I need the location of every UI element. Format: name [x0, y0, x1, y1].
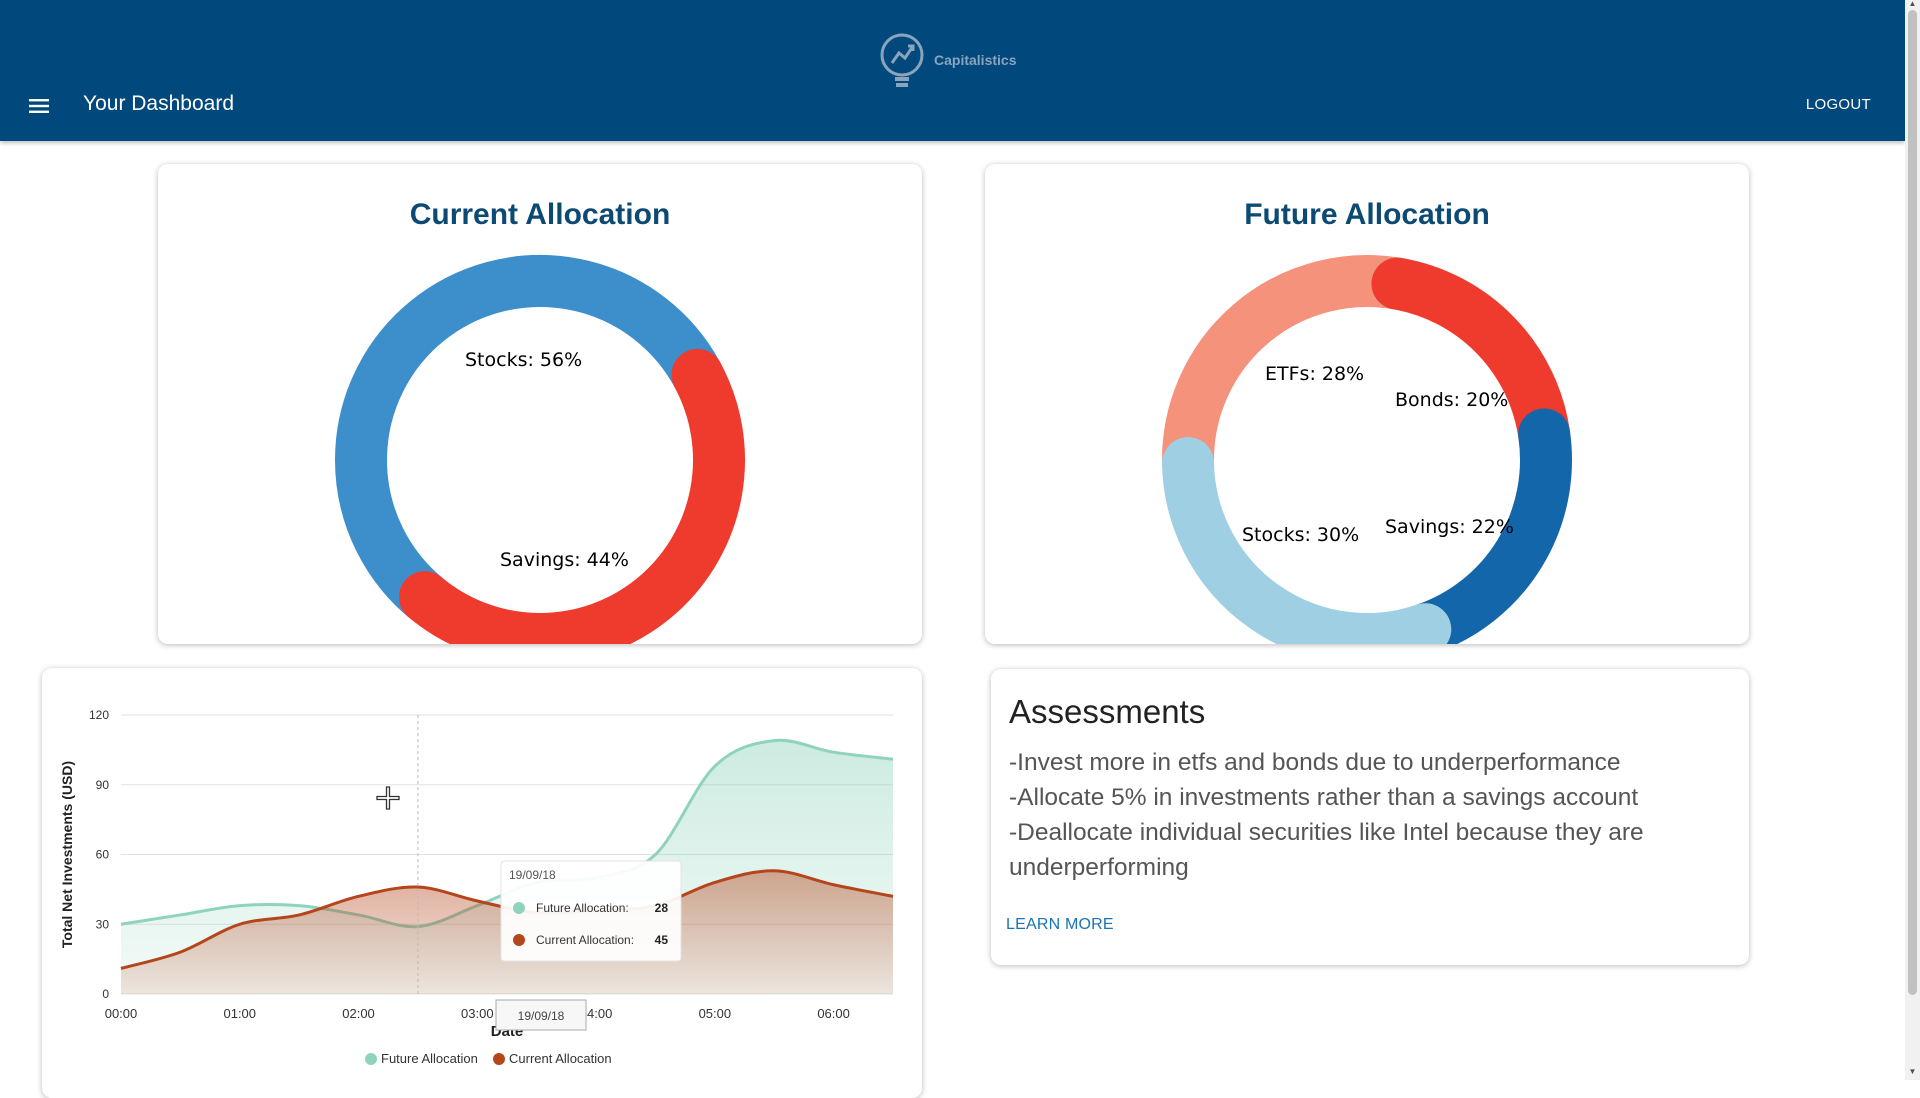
x-tick-label: 04:00 [580, 1006, 613, 1021]
assessments-title: Assessments [1009, 693, 1206, 730]
crosshair-x-label: 19/09/18 [495, 999, 587, 1031]
etfs-segment[interactable] [1162, 255, 1424, 490]
chart-legend: Future Allocation Current Allocation [365, 1051, 612, 1066]
stocks-future-segment[interactable] [1162, 437, 1452, 644]
x-tick-label: 06:00 [817, 1006, 850, 1021]
assessments-list: -Invest more in etfs and bonds due to un… [1009, 745, 1729, 885]
x-tick-label: 03:00 [461, 1006, 494, 1021]
legend-item-future-allocation[interactable]: Future Allocation [381, 1051, 478, 1066]
lightbulb-chart-icon [880, 33, 924, 87]
future-allocation-card: Future Allocation ETFs: 28% Bonds: 20% Sav… [985, 164, 1749, 644]
crosshair-label-box [495, 999, 587, 1031]
y-tick-label: 90 [96, 778, 110, 792]
assessments-card: Assessments -Invest more in etfs and bon… [991, 669, 1749, 965]
chart-tooltip: 19/09/18 Future Allocation: 28 Current Allo… [500, 860, 682, 962]
bonds-label: Bonds: 20% [1395, 389, 1508, 411]
x-tick-label: 05:00 [699, 1006, 732, 1021]
assessment-item: -Allocate 5% in investments rather than … [1009, 784, 1639, 811]
investments-chart-card: 0 30 60 90 120 00:00 01:00 02:00 03:00 04:00 05:00… [42, 668, 922, 1098]
y-axis-label: Total Net Investments (USD) [59, 761, 75, 948]
tooltip-legend-dot [513, 902, 525, 914]
assessment-item: -Invest more in etfs and bonds due to un… [1009, 749, 1621, 776]
future-allocation-title: Future Allocation [1244, 198, 1490, 231]
tooltip-legend-dot [513, 934, 525, 946]
legend-dot [365, 1053, 377, 1065]
logout-button[interactable]: LOGOUT [1805, 96, 1871, 113]
investments-area-chart[interactable]: 0 30 60 90 120 00:00 01:00 02:00 03:00 04:00 05:00… [42, 668, 922, 1098]
current-allocation-donut: Stocks: 56% Savings: 44% [335, 255, 745, 644]
scroll-down-icon[interactable]: ▼ [1908, 1067, 1917, 1076]
current-allocation-title: Current Allocation [409, 198, 671, 231]
savings-segment[interactable] [398, 348, 745, 644]
scrollbar-thumb[interactable] [1908, 10, 1917, 995]
future-allocation-donut: ETFs: 28% Bonds: 20% Savings: 22% Stocks: 3… [1162, 255, 1572, 644]
tooltip-series-value: 45 [655, 933, 669, 947]
savings-future-segment[interactable] [1399, 408, 1572, 644]
savings-label: Savings: 44% [500, 549, 629, 571]
y-tick-label: 0 [102, 987, 109, 1001]
y-tick-label: 60 [96, 848, 110, 862]
crosshair-label-text: 19/09/18 [518, 1009, 565, 1023]
bonds-segment[interactable] [1371, 257, 1571, 461]
hamburger-menu-icon [29, 99, 49, 113]
legend-dot [493, 1053, 505, 1065]
tooltip-series-name: Future Allocation: [536, 901, 629, 915]
move-cursor-icon [376, 786, 400, 810]
y-tick-label: 30 [96, 917, 110, 931]
tooltip-date: 19/09/18 [509, 868, 556, 882]
x-tick-label: 02:00 [342, 1006, 375, 1021]
savings-future-label: Savings: 22% [1385, 516, 1514, 538]
legend-item-current-allocation[interactable]: Current Allocation [509, 1051, 612, 1066]
etfs-label: ETFs: 28% [1265, 363, 1364, 385]
menu-button[interactable] [26, 93, 52, 119]
stocks-future-label: Stocks: 30% [1242, 524, 1359, 546]
x-tick-label: 00:00 [105, 1006, 138, 1021]
stocks-label: Stocks: 56% [465, 349, 582, 371]
app-bar: Your Dashboard Capitalistics LOGOUT [0, 0, 1905, 141]
learn-more-button[interactable]: LEARN MORE [1006, 916, 1114, 933]
scroll-up-icon[interactable]: ▲ [1908, 0, 1917, 8]
tooltip-series-name: Current Allocation: [536, 933, 634, 947]
page-scrollbar[interactable]: ▲ ▼ [1905, 0, 1920, 1080]
x-tick-label: 01:00 [223, 1006, 256, 1021]
logo-text: Capitalistics [934, 52, 1017, 68]
tooltip-box [500, 860, 682, 962]
stocks-segment[interactable] [335, 255, 724, 624]
current-allocation-card: Current Allocation Stocks: 56% Savings: 4… [158, 164, 922, 644]
tooltip-series-value: 28 [655, 901, 669, 915]
logo[interactable]: Capitalistics [878, 31, 1028, 93]
page-title: Your Dashboard [83, 92, 234, 115]
y-tick-label: 120 [89, 708, 109, 722]
assessment-item: -Deallocate individual securities like I… [1009, 819, 1644, 881]
